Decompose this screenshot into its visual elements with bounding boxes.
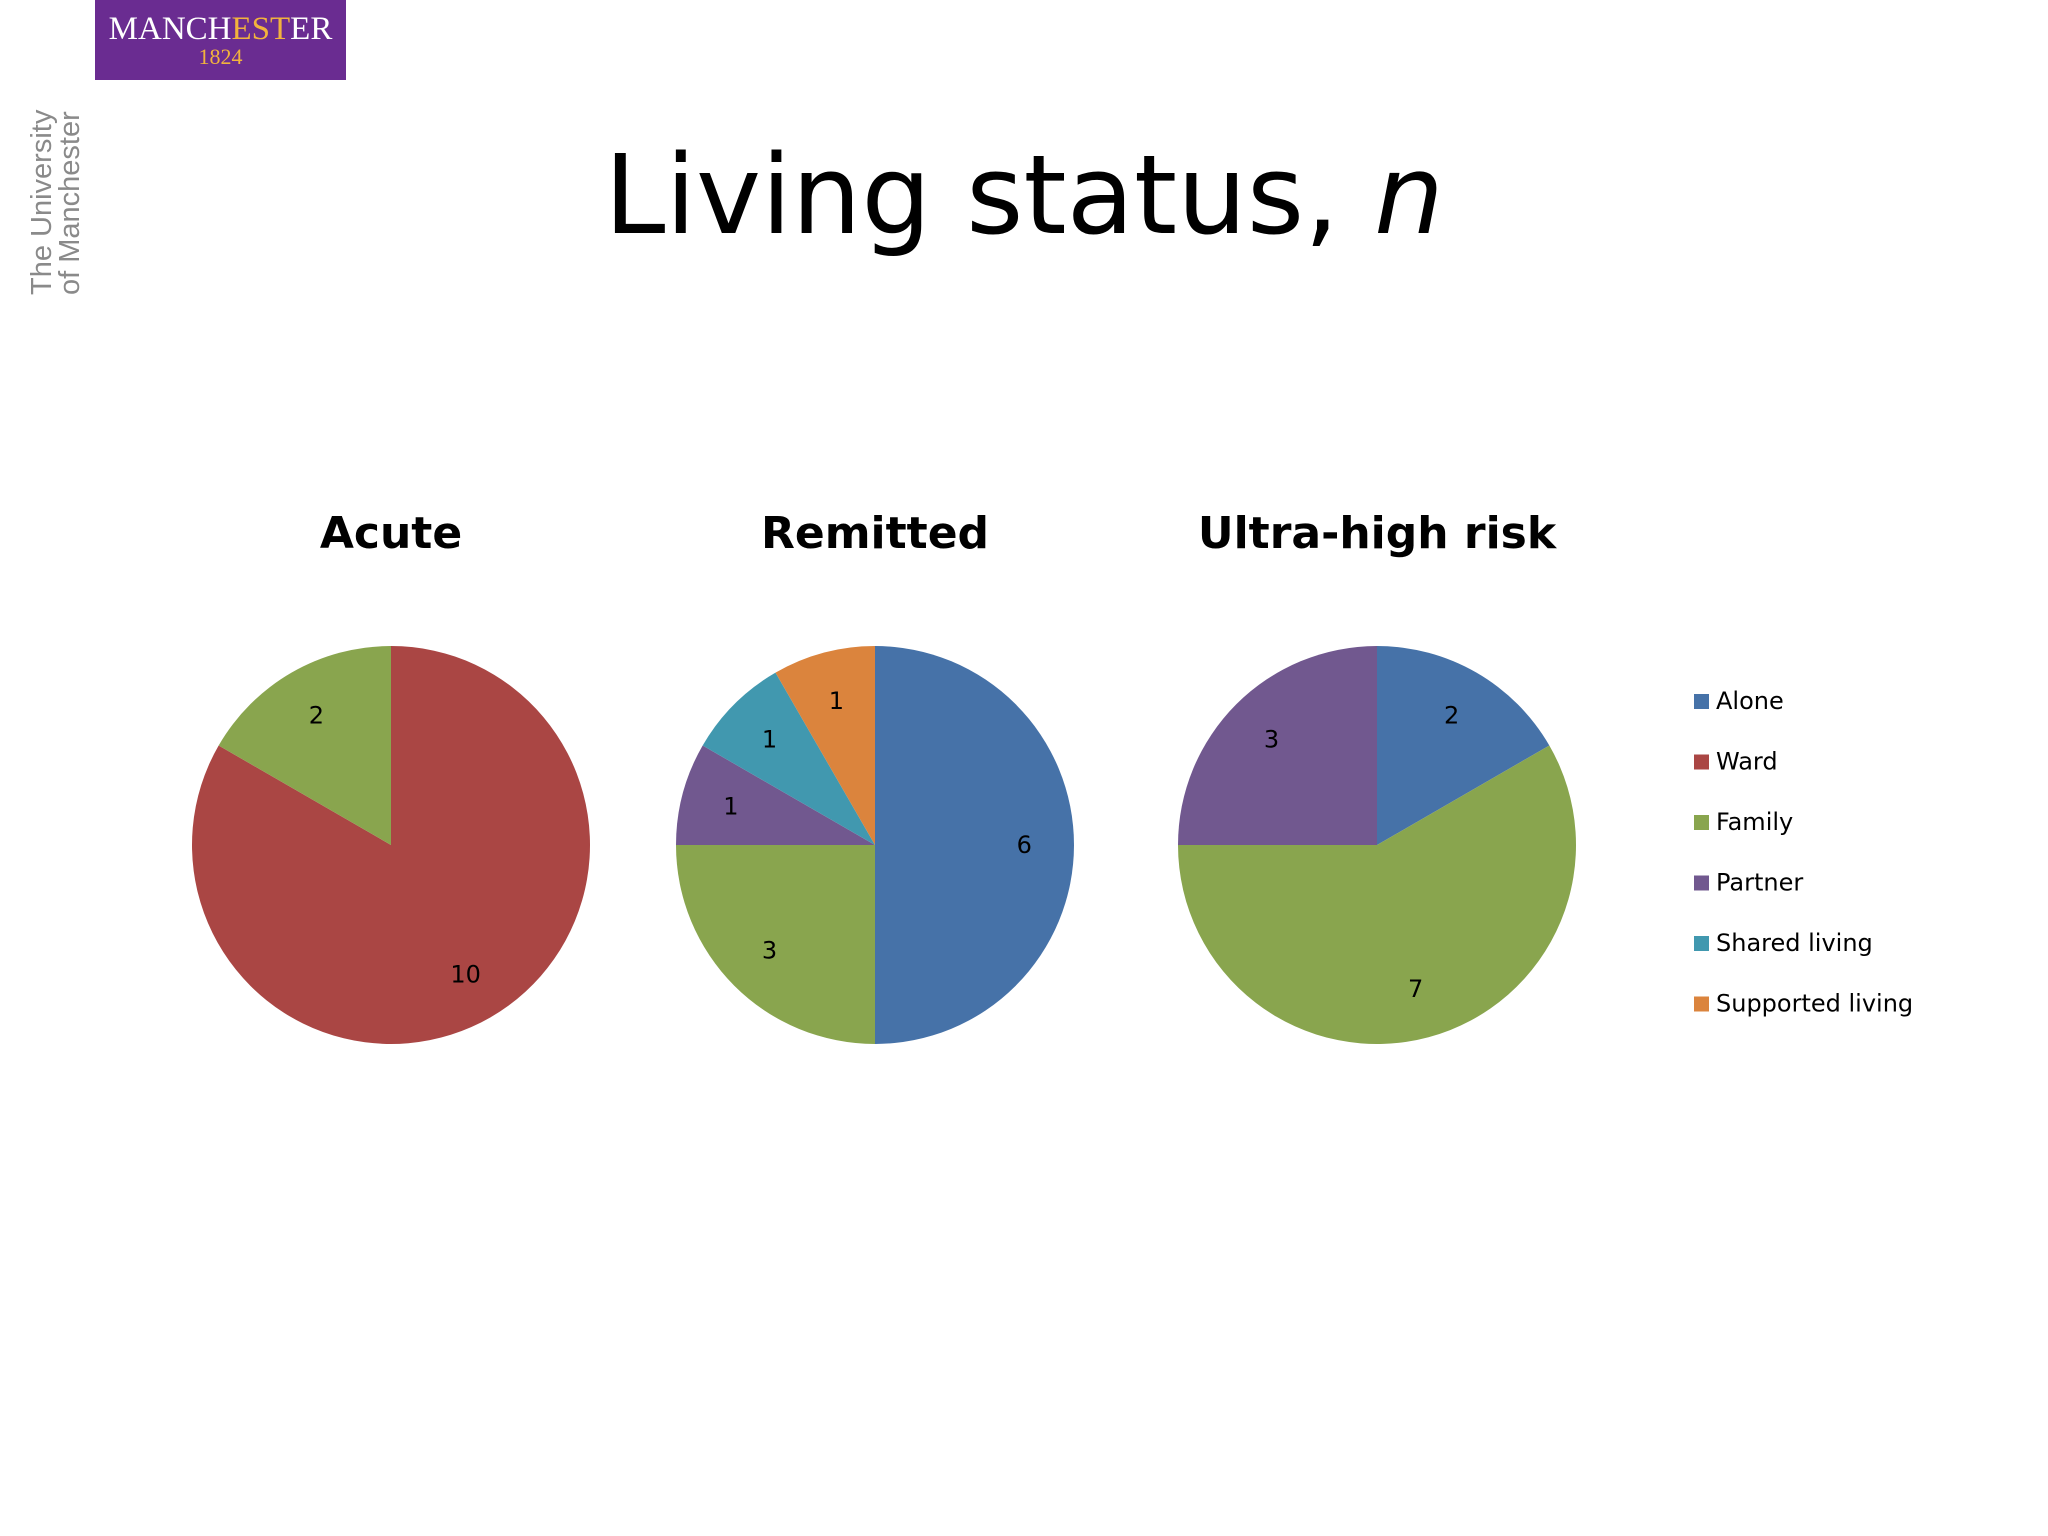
pie-slice-acute-family [218, 646, 391, 845]
data-label-remitted-alone: 6 [1017, 831, 1032, 859]
slide-title-variable: n [1374, 131, 1444, 259]
legend: Alone Ward Family Partner Shared living Suppo… [1694, 687, 1913, 1018]
pie-slice-remitted-supported-living [775, 646, 875, 845]
logo-name: MANCHESTER [108, 10, 333, 47]
data-label-ultra-high-risk-alone: 2 [1444, 702, 1459, 730]
legend-swatch-alone [1694, 694, 1709, 709]
pie-chart-remitted: Remitted 6 3 1 1 1 [676, 508, 1074, 1044]
manchester-logo: MANCHESTER 1824 [95, 0, 346, 80]
legend-label-alone: Alone [1716, 687, 1784, 715]
pie-chart-acute: Acute 10 2 [192, 508, 590, 1044]
pie-slice-ultra-high-risk-partner [1178, 646, 1377, 845]
legend-label-family: Family [1716, 808, 1793, 836]
pie-slice-ultra-high-risk-family [1178, 745, 1577, 1044]
legend-swatch-family [1694, 815, 1709, 830]
chart-title-acute: Acute [320, 508, 462, 559]
legend-label-supported-living: Supported living [1716, 990, 1913, 1018]
pie-slice-remitted-shared-living [702, 672, 875, 845]
data-label-acute-ward: 10 [450, 960, 481, 988]
slide-title-text: Living status, [604, 131, 1375, 259]
legend-label-ward: Ward [1716, 748, 1778, 776]
chart-title-ultra-high-risk: Ultra-high risk [1198, 508, 1558, 559]
data-label-ultra-high-risk-partner: 3 [1264, 725, 1279, 753]
logo-year: 1824 [198, 43, 243, 69]
pie-slice-remitted-family [676, 845, 875, 1044]
data-label-remitted-supported-living: 1 [829, 687, 844, 715]
data-label-remitted-shared-living: 1 [762, 725, 777, 753]
data-label-acute-family: 2 [309, 702, 324, 730]
legend-swatch-shared-living [1694, 936, 1709, 951]
slide-title: Living status, n [0, 130, 2048, 260]
legend-swatch-supported-living [1694, 996, 1709, 1012]
legend-label-partner: Partner [1716, 869, 1803, 897]
data-label-remitted-family: 3 [762, 937, 777, 965]
data-label-ultra-high-risk-family: 7 [1408, 975, 1423, 1003]
pie-slice-remitted-partner [676, 745, 875, 845]
pie-slice-ultra-high-risk-alone [1377, 646, 1550, 845]
pie-slice-remitted-alone [875, 646, 1074, 1044]
data-label-remitted-partner: 1 [723, 792, 738, 820]
legend-swatch-partner [1694, 875, 1709, 891]
legend-label-shared-living: Shared living [1716, 929, 1873, 957]
pie-chart-ultra-high-risk: Ultra-high risk 2 7 3 [1178, 508, 1577, 1044]
legend-swatch-ward [1694, 754, 1709, 770]
chart-title-remitted: Remitted [761, 508, 989, 559]
